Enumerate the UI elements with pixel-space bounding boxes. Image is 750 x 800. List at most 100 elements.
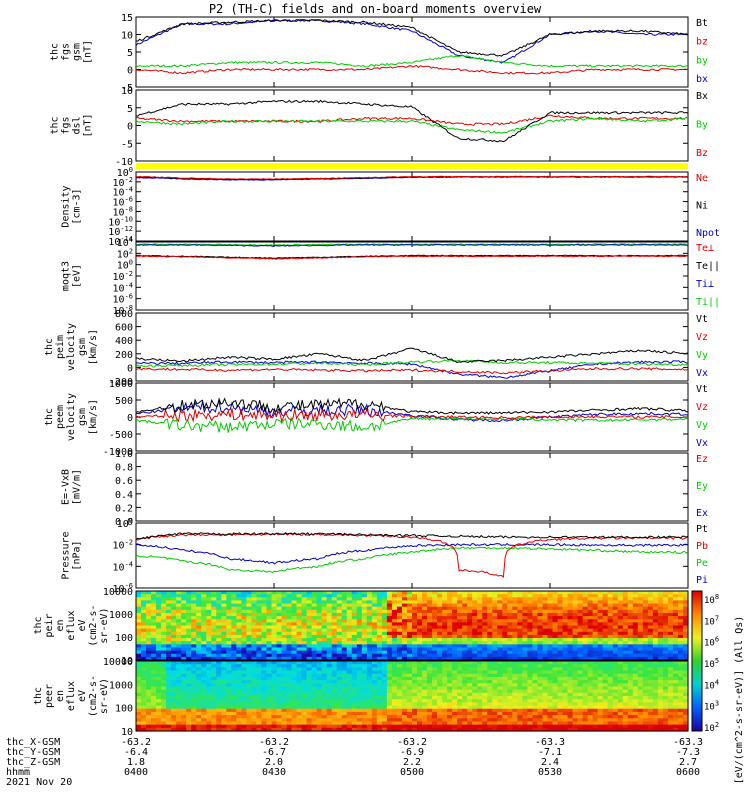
spectrogram-cell xyxy=(371,676,378,681)
spectrogram-cell xyxy=(502,656,508,661)
spectrogram-cell xyxy=(351,638,358,642)
spectrogram-cell xyxy=(336,676,343,681)
spectrogram-cell xyxy=(326,634,333,639)
spectrogram-cell xyxy=(221,708,227,713)
spectrogram-cell xyxy=(251,625,258,630)
spectrogram-cell xyxy=(301,708,308,713)
spectrogram-cell xyxy=(226,597,232,602)
spectrogram-cell xyxy=(176,727,182,732)
spectrogram-cell xyxy=(442,656,448,661)
spectrogram-cell xyxy=(231,727,237,732)
spectrogram-cell xyxy=(447,689,453,694)
spectrogram-cell xyxy=(552,705,559,710)
spectrogram-cell xyxy=(462,673,468,678)
spectrogram-cell xyxy=(306,664,313,668)
spectrogram-cell xyxy=(311,696,318,700)
spectrogram-cell xyxy=(547,715,554,719)
spectrogram-cell xyxy=(502,724,508,729)
spectrogram-cell xyxy=(396,711,403,716)
spectrogram-cell xyxy=(472,628,478,633)
spectrogram-cell xyxy=(306,628,313,633)
spectrogram-cell xyxy=(311,612,318,617)
spectrogram-cell xyxy=(422,634,428,639)
spectrogram-cell xyxy=(567,667,574,672)
spectrogram-cell xyxy=(351,718,358,723)
spectrogram-cell xyxy=(542,612,549,617)
spectrogram-cell xyxy=(652,609,659,614)
spectrogram-cell xyxy=(587,631,594,636)
spectrogram-cell xyxy=(667,600,674,605)
spectrogram-cell xyxy=(582,641,589,645)
spectrogram-cell xyxy=(552,711,559,716)
spectrogram-cell xyxy=(326,628,333,633)
spectrogram-cell xyxy=(201,594,207,598)
spectrogram-cell xyxy=(246,638,253,642)
spectrogram-cell xyxy=(427,715,433,719)
spectrogram-cell xyxy=(537,670,544,675)
spectrogram-cell xyxy=(291,634,298,639)
spectrogram-cell xyxy=(482,699,488,703)
spectrogram-cell xyxy=(311,619,318,623)
spectrogram-cell xyxy=(156,692,162,697)
spectrogram-cell xyxy=(442,667,448,672)
spectrogram-cell xyxy=(236,696,242,700)
spectrogram-cell xyxy=(602,644,609,649)
spectrogram-cell xyxy=(321,661,328,665)
spectrogram-cell xyxy=(522,673,529,678)
spectrogram-cell xyxy=(156,699,162,703)
spectrogram-cell xyxy=(422,644,428,649)
spectrogram-cell xyxy=(276,721,283,726)
spectrogram-cell xyxy=(281,625,288,630)
spectrogram-cell xyxy=(286,670,293,675)
spectrogram-cell xyxy=(582,711,589,716)
spectrogram-cell xyxy=(406,634,413,639)
spectrogram-cell xyxy=(316,625,323,630)
spectrogram-cell xyxy=(351,715,358,719)
spectrogram-cell xyxy=(236,705,242,710)
spectrogram-cell xyxy=(602,721,609,726)
spectrogram-cell xyxy=(356,644,363,649)
spectrogram-cell xyxy=(366,676,373,681)
spectrogram-cell xyxy=(366,619,373,623)
spectrogram-cell xyxy=(391,641,398,645)
spectrogram-cell xyxy=(136,647,142,652)
spectrogram-cell xyxy=(457,622,463,627)
spectrogram-cell xyxy=(196,689,202,694)
spectrogram-cell xyxy=(171,597,177,602)
spectrogram-cell xyxy=(492,664,498,668)
spectrogram-cell xyxy=(361,718,368,723)
spectrogram-cell xyxy=(341,664,348,668)
spectrogram-cell xyxy=(346,622,353,627)
spectrogram-cell xyxy=(527,721,534,726)
spectrogram-cell xyxy=(216,641,222,645)
spectrogram-cell xyxy=(276,619,283,623)
spectrogram-cell xyxy=(386,594,393,598)
spectrogram-cell xyxy=(241,647,247,652)
spectrogram-cell xyxy=(482,650,488,655)
spectrogram-cell xyxy=(592,667,599,672)
spectrogram-cell xyxy=(562,676,569,681)
spectrogram-cell xyxy=(582,680,589,684)
legend-item: Vt xyxy=(696,384,708,395)
spectrogram-cell xyxy=(286,664,293,668)
spectrogram-cell xyxy=(522,619,529,623)
spectrogram-cell xyxy=(612,650,619,655)
spectrogram-cell xyxy=(351,692,358,697)
spectrogram-cell xyxy=(146,631,152,636)
spectrogram-cell xyxy=(291,664,298,668)
spectrogram-cell xyxy=(582,612,589,617)
spectrogram-cell xyxy=(316,653,323,658)
spectrogram-cell xyxy=(351,606,358,611)
spectrogram-cell xyxy=(577,699,584,703)
spectrogram-cell xyxy=(301,619,308,623)
spectrogram-cell xyxy=(457,689,463,694)
spectrogram-cell xyxy=(271,699,278,703)
spectrogram-cell xyxy=(437,715,443,719)
spectrogram-cell xyxy=(266,650,273,655)
spectrogram-cell xyxy=(427,644,433,649)
spectrogram-cell xyxy=(251,594,258,598)
spectrogram-cell xyxy=(401,702,408,707)
spectrogram-cell xyxy=(467,692,473,697)
spectrogram-cell xyxy=(607,616,614,620)
spectrogram-cell xyxy=(467,641,473,645)
